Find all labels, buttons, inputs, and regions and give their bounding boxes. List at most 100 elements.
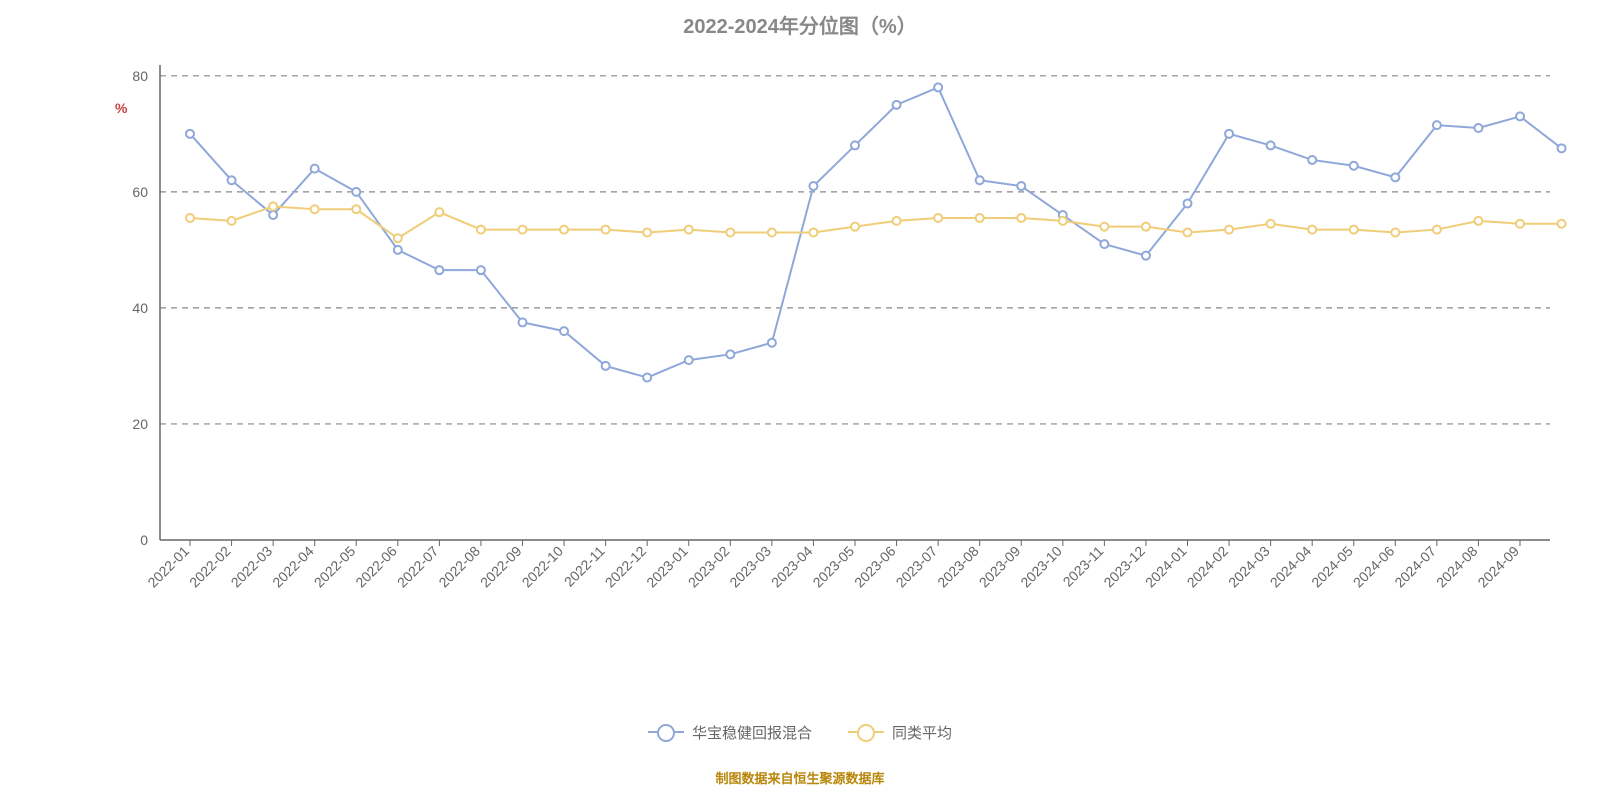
series-marker-avg [1474, 217, 1482, 225]
series-marker-fund [1142, 252, 1150, 260]
series-marker-fund [1308, 156, 1316, 164]
series-marker-fund [269, 211, 277, 219]
series-marker-avg [685, 226, 693, 234]
series-marker-avg [269, 202, 277, 210]
legend-marker-icon [657, 724, 675, 742]
x-tick-label: 2023-11 [1060, 543, 1107, 590]
series-marker-fund [1100, 240, 1108, 248]
series-marker-fund [685, 356, 693, 364]
series-marker-fund [976, 176, 984, 184]
x-tick-label: 2022-02 [186, 543, 234, 591]
x-tick-label: 2023-02 [685, 543, 733, 591]
x-tick-label: 2024-04 [1267, 543, 1315, 591]
series-marker-avg [602, 226, 610, 234]
series-marker-fund [477, 266, 485, 274]
series-marker-fund [1433, 121, 1441, 129]
series-marker-avg [228, 217, 236, 225]
series-marker-fund [311, 165, 319, 173]
series-marker-avg [394, 234, 402, 242]
legend-line-icon [848, 731, 884, 733]
series-marker-fund [726, 350, 734, 358]
series-marker-fund [228, 176, 236, 184]
series-marker-fund [1391, 173, 1399, 181]
series-marker-fund [1474, 124, 1482, 132]
x-tick-label: 2024-06 [1350, 543, 1398, 591]
series-marker-avg [1267, 220, 1275, 228]
x-tick-label: 2024-05 [1308, 543, 1356, 591]
series-marker-fund [1558, 144, 1566, 152]
series-marker-fund [1184, 199, 1192, 207]
series-marker-avg [1142, 223, 1150, 231]
y-tick-label: 80 [132, 68, 148, 84]
x-tick-label: 2023-12 [1100, 543, 1148, 591]
series-marker-avg [477, 226, 485, 234]
series-marker-avg [1516, 220, 1524, 228]
x-tick-label: 2024-07 [1391, 543, 1439, 591]
series-marker-fund [1350, 162, 1358, 170]
legend-line-icon [648, 731, 684, 733]
series-marker-fund [1516, 112, 1524, 120]
percentile-chart: 2022-2024年分位图（%） 0204060802022-012022-02… [0, 0, 1600, 800]
x-tick-label: 2024-03 [1225, 543, 1273, 591]
series-marker-avg [1225, 226, 1233, 234]
series-marker-fund [435, 266, 443, 274]
x-tick-label: 2023-03 [726, 543, 774, 591]
legend-label: 同类平均 [892, 722, 952, 743]
series-marker-fund [186, 130, 194, 138]
x-tick-label: 2022-08 [435, 543, 483, 591]
series-marker-avg [1184, 228, 1192, 236]
x-tick-label: 2022-06 [352, 543, 400, 591]
series-marker-fund [352, 188, 360, 196]
x-tick-label: 2023-09 [976, 543, 1024, 591]
series-marker-avg [1059, 217, 1067, 225]
x-tick-label: 2022-05 [311, 543, 359, 591]
x-tick-label: 2022-04 [269, 543, 317, 591]
legend-marker-icon [857, 724, 875, 742]
series-marker-avg [893, 217, 901, 225]
series-marker-avg [1350, 226, 1358, 234]
legend-label: 华宝稳健回报混合 [692, 722, 812, 743]
series-marker-fund [560, 327, 568, 335]
series-marker-fund [643, 374, 651, 382]
series-marker-avg [809, 228, 817, 236]
y-unit-label: % [115, 100, 127, 116]
series-marker-fund [1017, 182, 1025, 190]
x-tick-label: 2023-01 [643, 543, 691, 591]
series-marker-avg [435, 208, 443, 216]
chart-legend: 华宝稳健回报混合 同类平均 [0, 720, 1600, 743]
x-tick-label: 2023-04 [768, 543, 816, 591]
series-marker-avg [560, 226, 568, 234]
x-tick-label: 2024-09 [1474, 543, 1522, 591]
x-tick-label: 2022-07 [394, 543, 442, 591]
y-tick-label: 20 [132, 416, 148, 432]
series-marker-fund [768, 339, 776, 347]
series-marker-avg [311, 205, 319, 213]
x-tick-label: 2023-07 [893, 543, 941, 591]
series-marker-avg [976, 214, 984, 222]
series-marker-fund [809, 182, 817, 190]
chart-svg: 0204060802022-012022-022022-032022-04202… [0, 0, 1600, 800]
series-marker-fund [394, 246, 402, 254]
series-marker-fund [602, 362, 610, 370]
series-marker-fund [851, 141, 859, 149]
series-marker-avg [352, 205, 360, 213]
x-tick-label: 2022-11 [561, 543, 608, 590]
series-marker-fund [1225, 130, 1233, 138]
series-marker-avg [643, 228, 651, 236]
x-tick-label: 2022-12 [602, 543, 650, 591]
y-tick-label: 60 [132, 184, 148, 200]
y-tick-label: 40 [132, 300, 148, 316]
y-tick-label: 0 [140, 532, 148, 548]
series-marker-avg [519, 226, 527, 234]
x-tick-label: 2024-02 [1184, 543, 1232, 591]
x-tick-label: 2022-03 [228, 543, 276, 591]
series-marker-avg [1017, 214, 1025, 222]
x-tick-label: 2022-10 [519, 543, 567, 591]
x-tick-label: 2022-09 [477, 543, 525, 591]
series-marker-avg [1433, 226, 1441, 234]
chart-footer: 制图数据来自恒生聚源数据库 [0, 768, 1600, 787]
x-tick-label: 2024-01 [1142, 543, 1190, 591]
series-marker-avg [934, 214, 942, 222]
legend-item-avg: 同类平均 [848, 722, 952, 743]
series-marker-avg [1558, 220, 1566, 228]
